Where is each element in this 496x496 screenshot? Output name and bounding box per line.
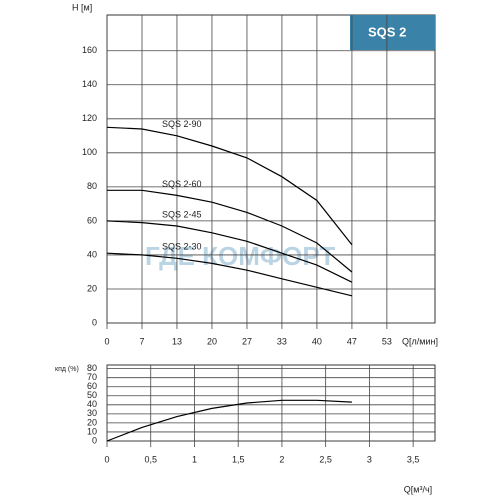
curve [106, 220, 353, 283]
y-tick-label: 160 [82, 45, 97, 55]
x-tick-label: 0,5 [144, 454, 157, 464]
x-tick-label: 0 [104, 454, 109, 464]
curve-label: SQS 2-45 [162, 209, 202, 219]
x-tick-label: 40 [312, 336, 322, 346]
y-tick-label: 20 [87, 417, 97, 427]
x-axis-label: Q[л/мин] [402, 336, 438, 346]
y-tick-label: 30 [87, 408, 97, 418]
curve-label: SQS 2-90 [162, 119, 202, 129]
y-tick-label: 50 [87, 390, 97, 400]
x-tick-label: 20 [207, 336, 217, 346]
y-tick-label: 20 [87, 283, 97, 293]
y-tick-label: 40 [87, 399, 97, 409]
x-tick-label: 3 [367, 454, 372, 464]
y-tick-label: 0 [92, 317, 97, 327]
y-tick-label: 120 [82, 113, 97, 123]
x-tick-label: 33 [277, 336, 287, 346]
y-tick-label: 70 [87, 372, 97, 382]
curve-label: SQS 2-30 [162, 242, 202, 252]
plot-area [106, 364, 436, 442]
x-tick-label: 7 [139, 336, 144, 346]
y-tick-label: 140 [82, 79, 97, 89]
x-tick-label: 1,5 [232, 454, 245, 464]
y-tick-label: 60 [87, 215, 97, 225]
y-tick-label: 40 [87, 249, 97, 259]
y-axis-label: H [м] [72, 2, 92, 12]
plot-area [106, 14, 436, 324]
x-tick-label: 13 [172, 336, 182, 346]
y-tick-label: 100 [82, 147, 97, 157]
y-tick-label: 60 [87, 381, 97, 391]
x-tick-label: 1 [192, 454, 197, 464]
y-tick-label: 10 [87, 426, 97, 436]
curve [106, 126, 353, 246]
curve [107, 189, 353, 273]
y-axis-label: кпд (%) [55, 366, 79, 373]
curve [106, 252, 353, 297]
x-tick-label: 2 [279, 454, 284, 464]
x-tick-label: 47 [347, 336, 357, 346]
curve [106, 399, 352, 442]
x-tick-label: 53 [382, 336, 392, 346]
x-tick-label: 2,5 [319, 454, 332, 464]
x-tick-label: 27 [242, 336, 252, 346]
x-tick-label: 3,5 [407, 454, 420, 464]
curve-label: SQS 2-60 [162, 179, 202, 189]
y-tick-label: 80 [87, 181, 97, 191]
x-axis-label: Q[м³/ч] [404, 484, 432, 494]
x-tick-label: 0 [104, 336, 109, 346]
y-tick-label: 80 [87, 363, 97, 373]
y-tick-label: 0 [92, 435, 97, 445]
title-box [350, 15, 435, 50]
